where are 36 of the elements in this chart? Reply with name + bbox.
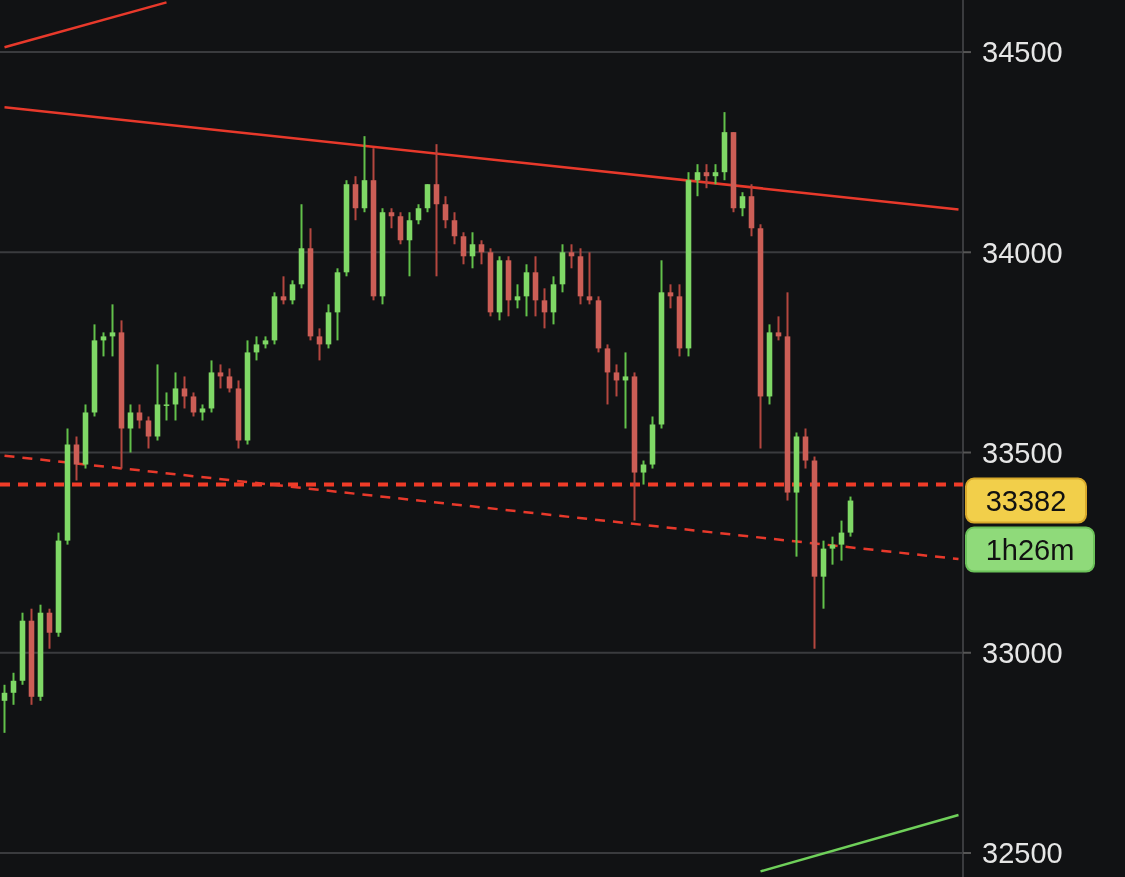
candlestick: [712, 163, 719, 186]
candlestick: [775, 315, 782, 342]
candlestick: [739, 191, 746, 218]
candlestick: [514, 283, 521, 310]
candlestick: [280, 275, 287, 306]
candlestick: [109, 303, 116, 358]
candlestick: [568, 243, 575, 270]
candlestick: [622, 351, 629, 430]
candlestick: [172, 371, 179, 422]
candlestick: [451, 211, 458, 246]
candlestick: [100, 331, 107, 358]
y-tick-label: 33000: [982, 637, 1063, 670]
candlestick: [388, 207, 395, 230]
text: 33382: [985, 485, 1067, 518]
candlestick: [703, 163, 710, 190]
y-tick-label: 32500: [982, 837, 1063, 870]
candlestick: [145, 415, 152, 450]
y-tick-label: 34000: [982, 236, 1063, 269]
candlestick: [163, 391, 170, 422]
candlestick: [667, 283, 674, 310]
candlestick: [541, 287, 548, 330]
candlestick: [217, 363, 224, 390]
candlestick: [289, 279, 296, 306]
y-tick-label: 34500: [982, 36, 1063, 69]
candlestick: [226, 367, 233, 394]
candlestick: [838, 519, 845, 562]
candlestick: [586, 251, 593, 306]
text: 1h26m: [985, 534, 1075, 567]
candlestick: [442, 195, 449, 230]
candlestick: [415, 203, 422, 226]
candlestick: [190, 391, 197, 418]
candlestick: [829, 535, 836, 566]
candlestick: [469, 231, 476, 270]
candlestick: [127, 403, 134, 454]
candlestick: [10, 671, 17, 706]
y-tick-label: 33500: [982, 436, 1063, 469]
